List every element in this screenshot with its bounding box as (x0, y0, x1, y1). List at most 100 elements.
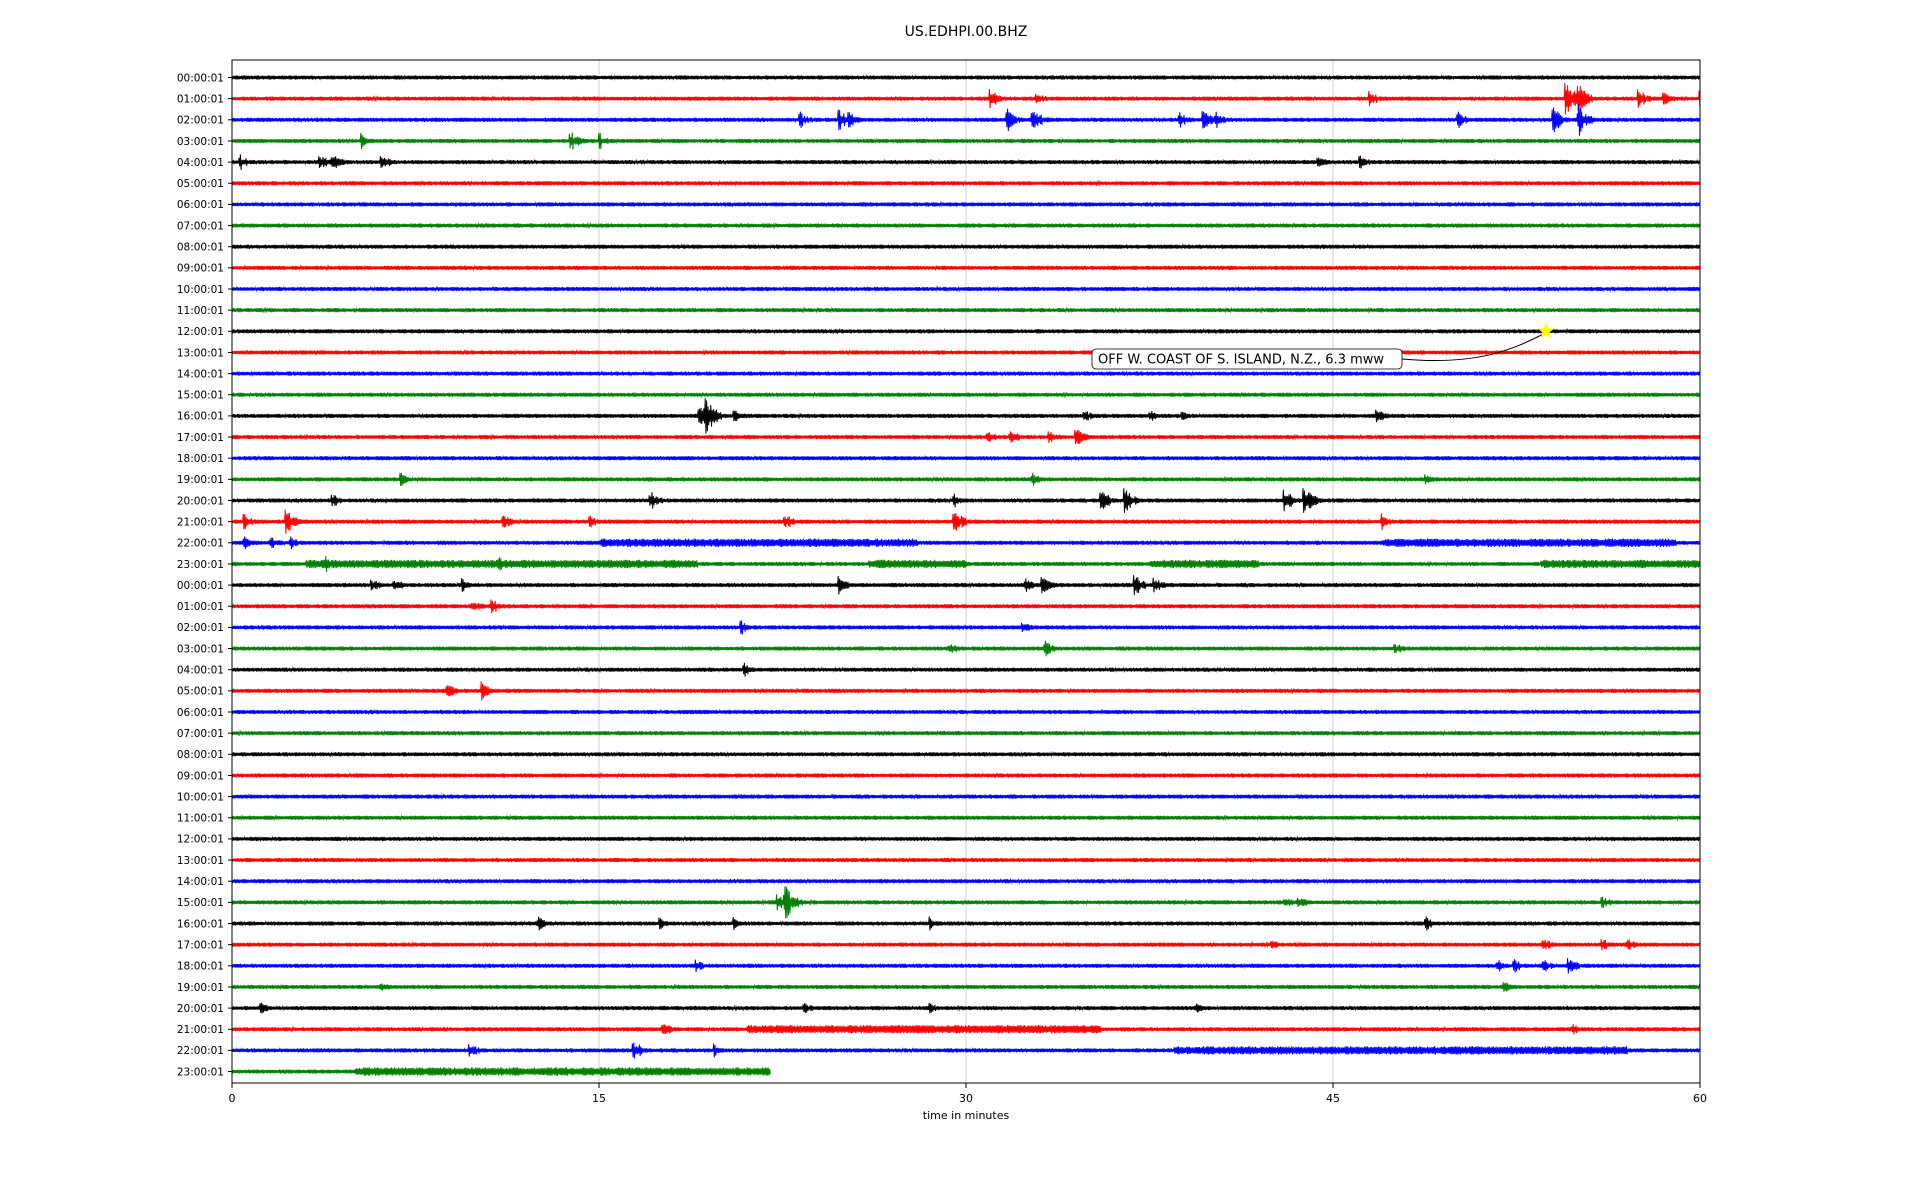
trace-row (231, 132, 1701, 150)
trace-row (231, 814, 1701, 822)
trace-row (231, 536, 1701, 550)
row-time-label: 22:00:01 (177, 538, 224, 550)
trace-row (231, 662, 1701, 677)
row-time-label: 14:00:01 (177, 876, 224, 888)
row-time-label: 19:00:01 (177, 474, 224, 486)
trace-row (231, 856, 1701, 864)
trace-row (231, 201, 1701, 208)
trace-row (231, 982, 1701, 992)
chart-title: US.EDHPI.00.BHZ (905, 24, 1028, 40)
trace-row (231, 285, 1701, 293)
row-time-label: 20:00:01 (177, 495, 224, 507)
row-time-label: 03:00:01 (177, 643, 224, 655)
row-time-label: 19:00:01 (177, 982, 224, 994)
trace-row (231, 708, 1701, 716)
row-time-label: 15:00:01 (177, 390, 224, 402)
trace-row (231, 1067, 771, 1076)
trace-row (231, 751, 1701, 758)
trace-row (231, 74, 1701, 81)
row-time-label: 00:00:01 (177, 580, 224, 592)
row-time-label: 13:00:01 (177, 855, 224, 867)
row-time-label: 06:00:01 (177, 707, 224, 719)
row-time-label: 21:00:01 (177, 516, 224, 528)
row-time-label: 17:00:01 (177, 939, 224, 951)
row-time-label: 01:00:01 (177, 601, 224, 613)
x-axis-ticks: 0 15 30 45 60 (229, 1083, 1707, 1105)
row-time-label: 22:00:01 (177, 1045, 224, 1057)
trace-row (231, 154, 1701, 170)
trace-row (231, 939, 1701, 951)
trace-row (231, 398, 1701, 434)
trace-rows (231, 74, 1701, 1076)
trace-row (231, 575, 1701, 596)
row-time-label: 04:00:01 (177, 157, 224, 169)
trace-row (231, 349, 1701, 356)
row-time-label: 00:00:01 (177, 72, 224, 84)
row-time-label: 02:00:01 (177, 622, 224, 634)
x-tick-label: 45 (1326, 1092, 1340, 1105)
row-time-label: 09:00:01 (177, 770, 224, 782)
row-time-label: 04:00:01 (177, 665, 224, 677)
row-time-label: 13:00:01 (177, 347, 224, 359)
trace-row (231, 472, 1701, 487)
trace-row (231, 1002, 1701, 1014)
trace-row (231, 103, 1701, 136)
row-time-labels: 00:00:01 01:00:01 02:00:01 03:00:01 04:00:01… (177, 72, 232, 1078)
row-time-label: 09:00:01 (177, 263, 224, 275)
row-time-label: 05:00:01 (177, 686, 224, 698)
row-time-label: 11:00:01 (177, 305, 224, 317)
annotation-label: OFF W. COAST OF S. ISLAND, N.Z., 6.3 mww (1098, 353, 1384, 368)
row-time-label: 07:00:01 (177, 220, 224, 232)
event-star-marker (1537, 322, 1555, 339)
row-time-label: 05:00:01 (177, 178, 224, 190)
grid-lines (598, 60, 1334, 1083)
row-time-label: 01:00:01 (177, 93, 224, 105)
trace-row (231, 243, 1701, 250)
trace-row (231, 958, 1701, 974)
trace-row (231, 916, 1701, 931)
trace-row (231, 391, 1701, 399)
trace-row (231, 264, 1701, 272)
row-time-label: 11:00:01 (177, 813, 224, 825)
row-time-label: 08:00:01 (177, 749, 224, 761)
row-time-label: 23:00:01 (177, 1066, 224, 1078)
trace-row (231, 877, 1701, 885)
x-tick-label: 15 (592, 1092, 606, 1105)
trace-row (231, 599, 1701, 614)
row-time-label: 02:00:01 (177, 115, 224, 127)
row-time-label: 21:00:01 (177, 1024, 224, 1036)
row-time-label: 16:00:01 (177, 918, 224, 930)
trace-row (231, 488, 1701, 513)
annotation-box (1091, 348, 1403, 370)
row-time-label: 17:00:01 (177, 432, 224, 444)
row-time-label: 12:00:01 (177, 834, 224, 846)
row-time-label: 08:00:01 (177, 242, 224, 254)
row-time-label: 03:00:01 (177, 136, 224, 148)
trace-row (231, 454, 1701, 462)
trace-row (231, 1024, 1701, 1035)
trace-row (231, 835, 1701, 843)
trace-row (231, 886, 1701, 919)
trace-row (231, 681, 1701, 701)
row-time-label: 18:00:01 (177, 453, 224, 465)
row-time-label: 12:00:01 (177, 326, 224, 338)
x-axis-label: time in minutes (923, 1109, 1010, 1122)
trace-row (231, 640, 1701, 657)
row-time-label: 07:00:01 (177, 728, 224, 740)
row-time-label: 15:00:01 (177, 897, 224, 909)
annotation-arrow (1401, 333, 1544, 362)
row-time-label: 06:00:01 (177, 199, 224, 211)
row-time-label: 14:00:01 (177, 368, 224, 380)
trace-row (231, 429, 1701, 445)
trace-row (231, 729, 1701, 737)
x-tick-label: 60 (1693, 1092, 1707, 1105)
trace-row (231, 328, 1701, 335)
trace-row (231, 793, 1701, 800)
trace-row (231, 370, 1701, 377)
row-time-label: 10:00:01 (177, 284, 224, 296)
event-annotation: OFF W. COAST OF S. ISLAND, N.Z., 6.3 mww (1091, 322, 1555, 370)
trace-row (231, 509, 1701, 534)
